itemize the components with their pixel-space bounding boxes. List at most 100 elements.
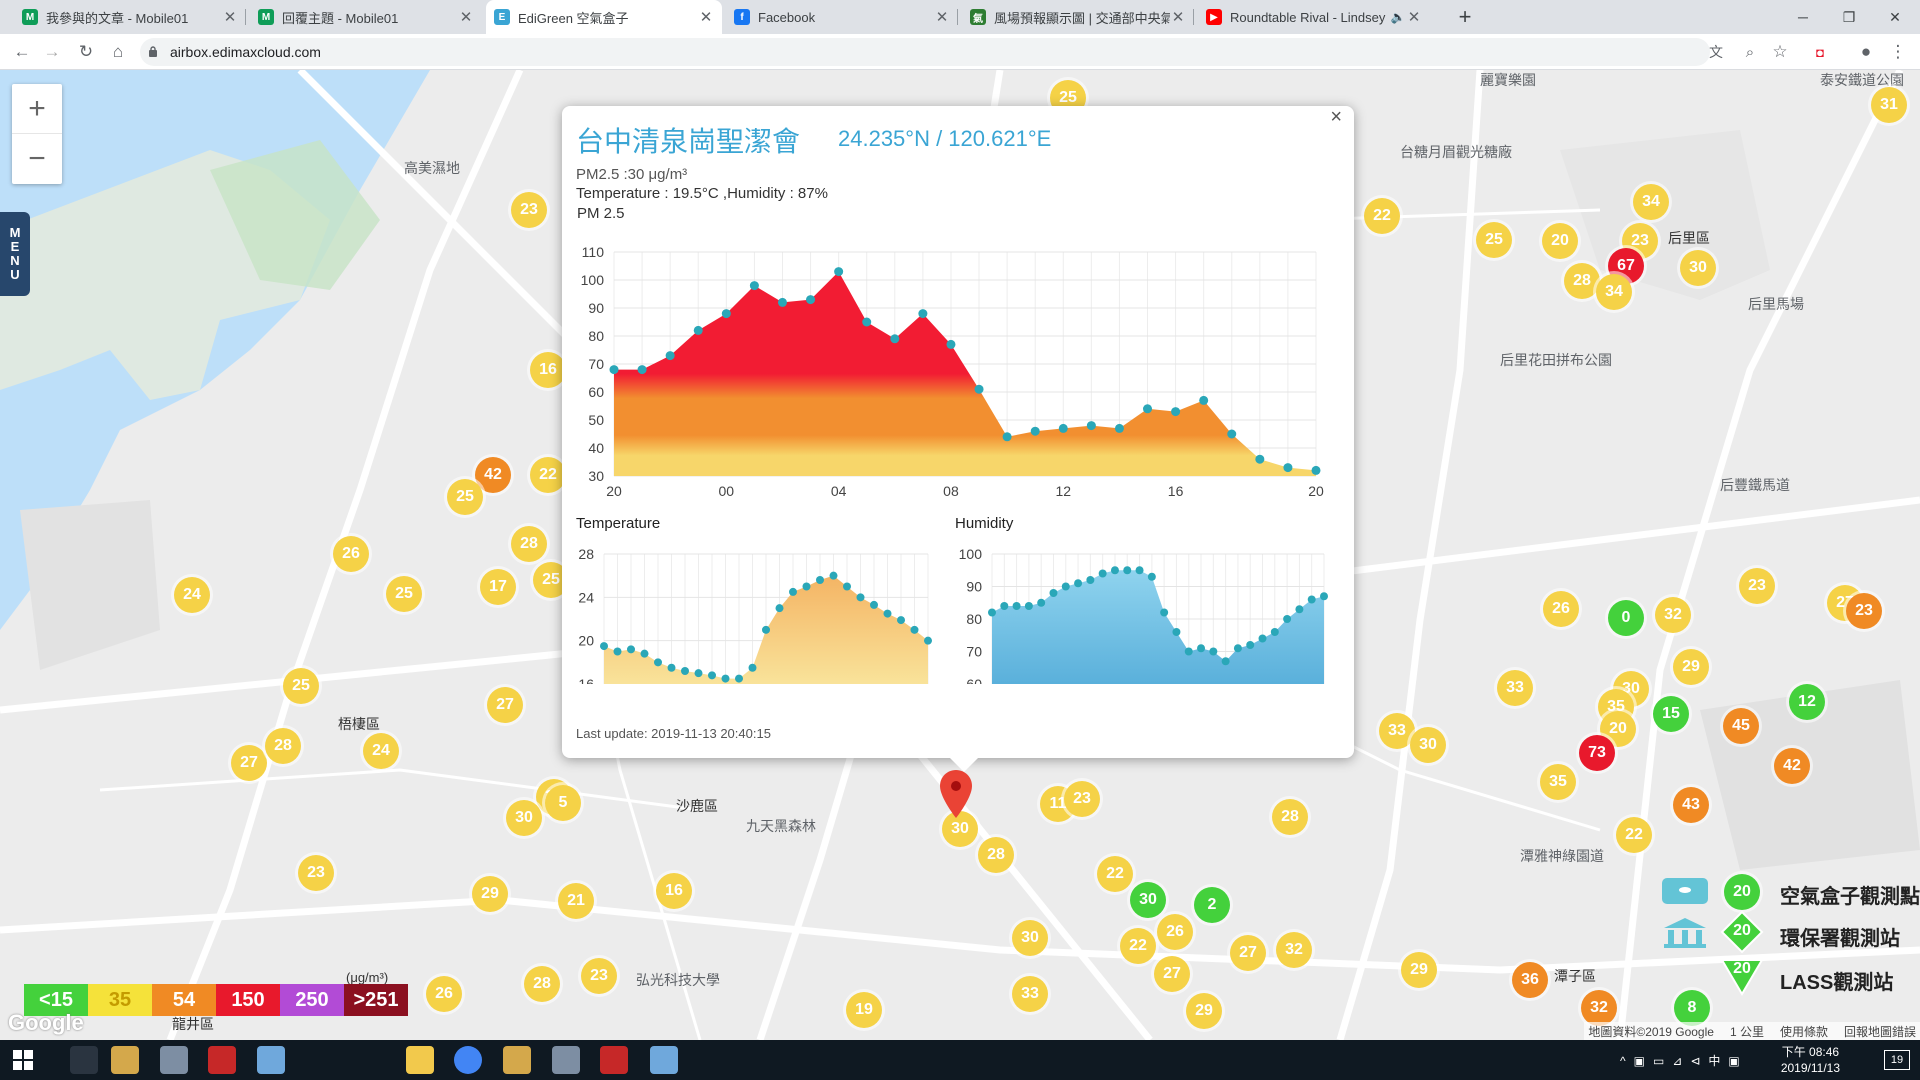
aq-marker[interactable]: 30: [1012, 920, 1048, 956]
aq-marker[interactable]: 25: [283, 668, 319, 704]
tab-close-icon[interactable]: ✕: [1171, 9, 1185, 26]
aq-marker[interactable]: 2: [1194, 887, 1230, 923]
aq-marker[interactable]: 42: [1774, 748, 1810, 784]
aq-marker[interactable]: 24: [363, 733, 399, 769]
aq-marker[interactable]: 73: [1579, 735, 1615, 771]
tab-close-icon[interactable]: ✕: [459, 9, 473, 26]
home-icon[interactable]: ⌂: [112, 42, 124, 61]
new-tab-button[interactable]: +: [1458, 4, 1472, 29]
zoom-out-button[interactable]: −: [28, 142, 46, 175]
aq-marker[interactable]: 42: [475, 457, 511, 493]
aq-marker[interactable]: 28: [1272, 799, 1308, 835]
aq-marker[interactable]: 8: [1674, 990, 1710, 1026]
aq-marker[interactable]: 5: [545, 785, 581, 821]
aq-marker[interactable]: 25: [447, 479, 483, 515]
aq-marker[interactable]: 23: [298, 855, 334, 891]
aq-marker[interactable]: 20: [1542, 223, 1578, 259]
address-bar[interactable]: airbox.edimaxcloud.com: [140, 38, 1710, 66]
aq-marker[interactable]: 34: [1596, 274, 1632, 310]
tab-close-icon[interactable]: ✕: [699, 9, 713, 26]
aq-marker[interactable]: 29: [1673, 649, 1709, 685]
aq-marker[interactable]: 0: [1608, 600, 1644, 636]
aq-marker[interactable]: 23: [1739, 568, 1775, 604]
aq-marker[interactable]: 36: [1512, 962, 1548, 998]
aq-marker[interactable]: 15: [1653, 696, 1689, 732]
forward-icon[interactable]: →: [43, 42, 61, 61]
aq-marker[interactable]: 28: [265, 728, 301, 764]
taskbar-app-icon[interactable]: [111, 1046, 139, 1074]
aq-marker[interactable]: 27: [1230, 935, 1266, 971]
menu-button[interactable]: M E N U: [0, 212, 30, 296]
aq-marker[interactable]: 43: [1673, 787, 1709, 823]
aq-marker[interactable]: 29: [472, 876, 508, 912]
aq-marker[interactable]: 28: [1564, 263, 1600, 299]
aq-marker[interactable]: 17: [480, 569, 516, 605]
aq-marker[interactable]: 30: [942, 811, 978, 847]
taskbar-clock[interactable]: 下午 08:46 2019/11/13: [1780, 1045, 1840, 1075]
aq-marker[interactable]: 26: [1543, 591, 1579, 627]
notification-icon[interactable]: 19: [1884, 1050, 1910, 1070]
bookmark-star-icon[interactable]: ☆: [1772, 42, 1788, 61]
aq-marker[interactable]: 33: [1012, 976, 1048, 1012]
tab-cwb-wind[interactable]: 氣 風場預報顯示圖 | 交通部中央氣象 ✕: [962, 0, 1194, 34]
file-explorer-icon[interactable]: [406, 1046, 434, 1074]
close-window-button[interactable]: ✕: [1889, 8, 1901, 25]
aq-marker[interactable]: 32: [1655, 597, 1691, 633]
aq-marker[interactable]: 29: [1186, 993, 1222, 1029]
aq-marker[interactable]: 27: [231, 745, 267, 781]
zoom-icon[interactable]: ⌕: [1745, 43, 1755, 61]
volume-app-icon[interactable]: [70, 1046, 98, 1074]
aq-marker[interactable]: 22: [530, 457, 566, 493]
windows-start-icon[interactable]: [13, 1050, 33, 1070]
aq-marker[interactable]: 33: [1379, 713, 1415, 749]
taskbar-app-icon[interactable]: [257, 1046, 285, 1074]
popup-close-button[interactable]: ×: [1330, 106, 1342, 128]
reload-icon[interactable]: ↻: [78, 42, 94, 61]
taskbar-app-icon[interactable]: [552, 1046, 580, 1074]
aq-marker[interactable]: 22: [1364, 198, 1400, 234]
aq-marker[interactable]: 33: [1497, 670, 1533, 706]
aq-marker[interactable]: 32: [1581, 990, 1617, 1026]
tab-close-icon[interactable]: ✕: [935, 9, 949, 26]
aq-marker[interactable]: 27: [1154, 956, 1190, 992]
taskbar-app-icon[interactable]: [208, 1046, 236, 1074]
aq-marker[interactable]: 25: [386, 576, 422, 612]
aq-marker[interactable]: 22: [1097, 856, 1133, 892]
tab-close-icon[interactable]: ✕: [223, 9, 237, 26]
tab-mobile01-reply[interactable]: M 回覆主題 - Mobile01 ✕: [250, 0, 482, 34]
tab-facebook[interactable]: f Facebook ✕: [726, 0, 958, 34]
report-error-link[interactable]: 回報地圖錯誤: [1843, 1025, 1916, 1039]
speaker-icon[interactable]: 🔈: [1390, 10, 1406, 24]
aq-marker[interactable]: 26: [333, 536, 369, 572]
aq-marker[interactable]: 29: [1401, 952, 1437, 988]
extension-icon[interactable]: ◘: [1816, 44, 1824, 60]
aq-marker[interactable]: 19: [846, 992, 882, 1028]
aq-marker[interactable]: 45: [1723, 708, 1759, 744]
aq-marker[interactable]: 23: [1064, 781, 1100, 817]
aq-marker[interactable]: 30: [1680, 250, 1716, 286]
location-pin-icon[interactable]: [939, 770, 973, 818]
zoom-in-button[interactable]: +: [12, 84, 62, 134]
aq-marker[interactable]: 26: [426, 976, 462, 1012]
tab-youtube[interactable]: ▶ Roundtable Rival - Lindsey 🔈 ✕: [1198, 0, 1430, 34]
aq-marker[interactable]: 34: [1633, 184, 1669, 220]
taskbar-app-icon[interactable]: [600, 1046, 628, 1074]
aq-marker[interactable]: 31: [1871, 87, 1907, 123]
tab-mobile01-articles[interactable]: M 我參與的文章 - Mobile01 ✕: [14, 0, 246, 34]
aq-marker[interactable]: 28: [511, 526, 547, 562]
taskbar-app-icon[interactable]: [160, 1046, 188, 1074]
chrome-taskbar-icon[interactable]: [454, 1046, 482, 1074]
aq-marker[interactable]: 26: [1157, 914, 1193, 950]
aq-marker[interactable]: 24: [174, 577, 210, 613]
taskbar-app-icon[interactable]: [650, 1046, 678, 1074]
aq-marker[interactable]: 16: [530, 352, 566, 388]
aq-marker[interactable]: 23: [581, 958, 617, 994]
aq-marker[interactable]: 27: [487, 687, 523, 723]
aq-marker[interactable]: 16: [656, 873, 692, 909]
aq-marker[interactable]: 23: [1846, 593, 1882, 629]
aq-marker[interactable]: 12: [1789, 684, 1825, 720]
aq-marker[interactable]: 21: [558, 883, 594, 919]
aq-marker[interactable]: 35: [1540, 764, 1576, 800]
aq-marker[interactable]: 28: [524, 966, 560, 1002]
aq-marker[interactable]: 30: [1410, 727, 1446, 763]
